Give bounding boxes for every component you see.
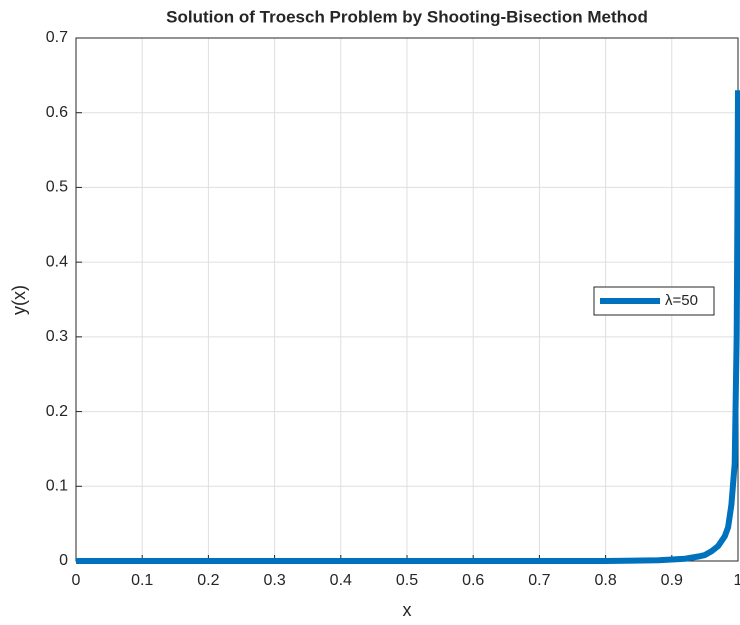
y-tick-label: 0.7 xyxy=(46,29,68,46)
y-tick-label: 0.5 xyxy=(46,179,68,196)
y-tick-label: 0.4 xyxy=(46,253,68,270)
y-axis-label: y(x) xyxy=(9,285,29,315)
legend: λ=50 xyxy=(593,286,715,316)
x-tick-label: 0.2 xyxy=(197,572,219,589)
x-tick-label: 0.9 xyxy=(661,572,683,589)
x-tick-label: 0.6 xyxy=(462,572,484,589)
x-tick-label: 0.3 xyxy=(263,572,285,589)
x-tick-label: 1 xyxy=(734,572,740,589)
x-tick-label: 0.7 xyxy=(528,572,550,589)
y-tick-label: 0.2 xyxy=(46,403,68,420)
chart-title: Solution of Troesch Problem by Shooting-… xyxy=(166,7,648,26)
y-tick-label: 0 xyxy=(59,552,68,569)
x-tick-label: 0.4 xyxy=(330,572,352,589)
x-tick-label: 0 xyxy=(72,572,81,589)
x-tick-label: 0.8 xyxy=(594,572,616,589)
x-tick-label: 0.1 xyxy=(131,572,153,589)
x-tick-label: 0.5 xyxy=(396,572,418,589)
y-tick-label: 0.6 xyxy=(46,104,68,121)
legend-label: λ=50 xyxy=(665,292,698,309)
y-tick-label: 0.1 xyxy=(46,478,68,495)
data-line xyxy=(76,90,740,564)
x-axis-label: x xyxy=(403,600,412,620)
y-tick-label: 0.3 xyxy=(46,328,68,345)
